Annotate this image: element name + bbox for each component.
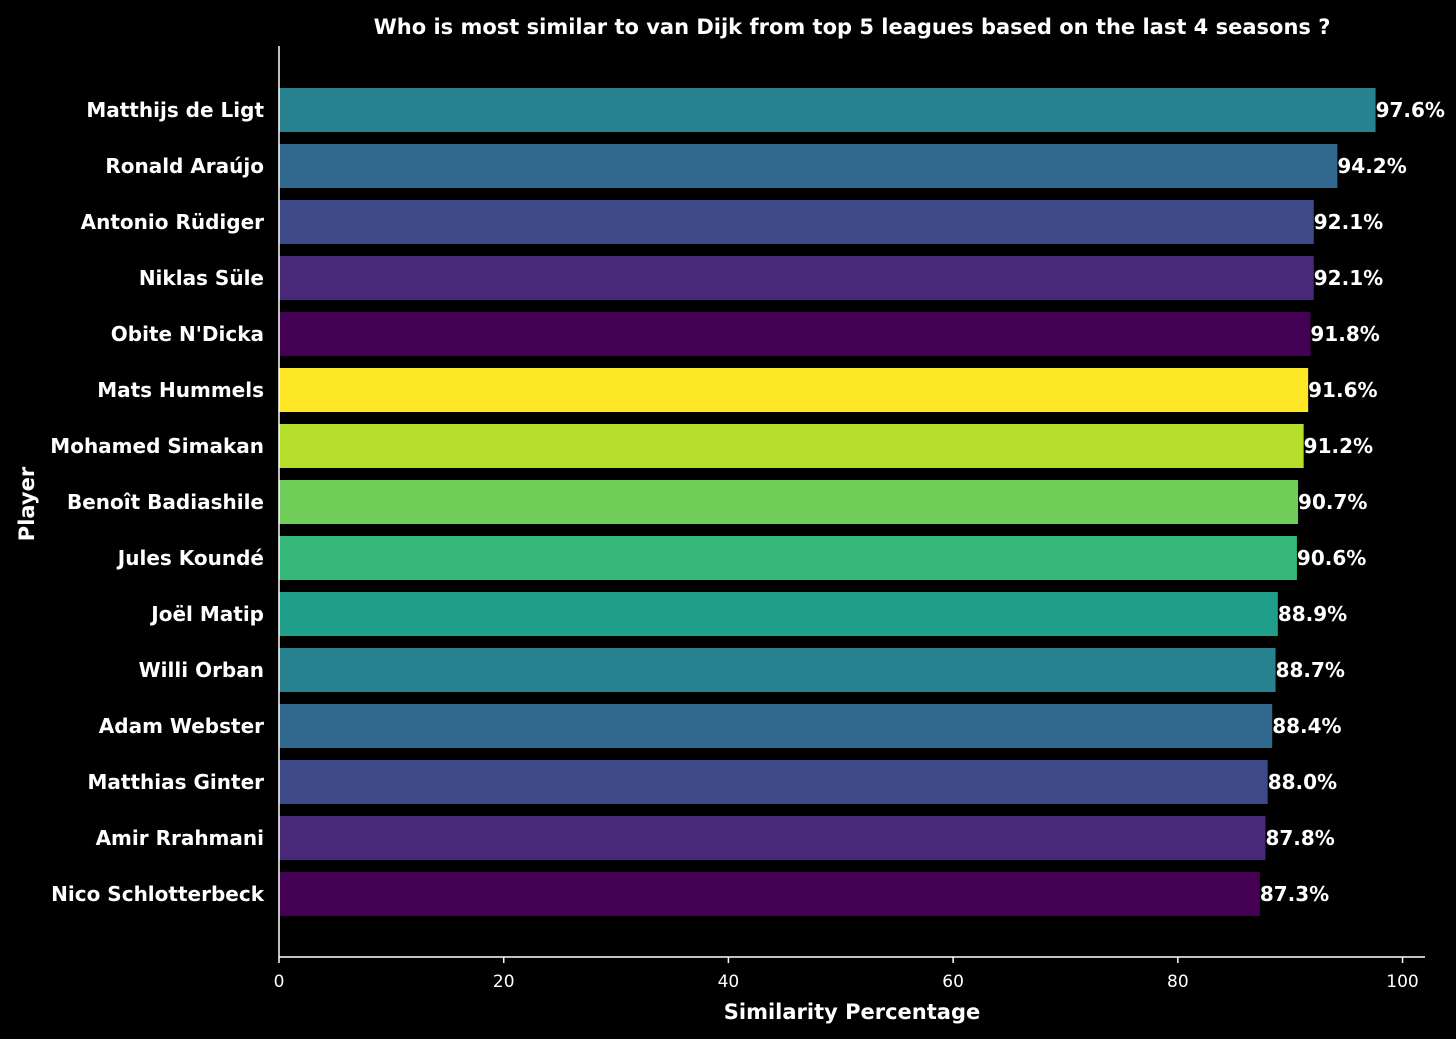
player-label: Matthias Ginter xyxy=(88,770,265,794)
player-label: Adam Webster xyxy=(99,714,264,738)
value-label: 92.1% xyxy=(1314,266,1383,290)
bar xyxy=(279,200,1314,244)
value-label: 88.7% xyxy=(1276,658,1345,682)
player-label: Matthijs de Ligt xyxy=(86,98,264,122)
bar xyxy=(279,368,1309,412)
bar xyxy=(279,872,1260,916)
player-label: Ronald Araújo xyxy=(105,154,264,178)
player-label: Joël Matip xyxy=(149,602,264,626)
value-label: 87.8% xyxy=(1265,826,1334,850)
value-label: 88.0% xyxy=(1268,770,1337,794)
x-tick-label: 20 xyxy=(493,972,515,992)
bars-group xyxy=(279,88,1376,916)
player-label: Willi Orban xyxy=(139,658,264,682)
bar xyxy=(279,760,1268,804)
value-label: 94.2% xyxy=(1337,154,1406,178)
value-label: 88.9% xyxy=(1278,602,1347,626)
player-label: Jules Koundé xyxy=(116,546,264,570)
player-label: Mats Hummels xyxy=(97,378,264,402)
x-ticks-group: 0 20 40 60 80 100 xyxy=(274,957,1419,992)
player-label: Obite N'Dicka xyxy=(111,322,264,346)
player-label: Nico Schlotterbeck xyxy=(51,882,265,906)
bar xyxy=(279,312,1311,356)
x-tick-label: 60 xyxy=(942,972,964,992)
bar xyxy=(279,256,1314,300)
bar xyxy=(279,704,1273,748)
x-axis-label: Similarity Percentage xyxy=(724,1000,980,1024)
x-tick-label: 40 xyxy=(718,972,740,992)
bar xyxy=(279,424,1304,468)
value-labels-group: 97.6% 94.2% 92.1% 92.1% 91.8% 91.6% 91.2% 90.7%… xyxy=(1260,98,1445,906)
value-label: 97.6% xyxy=(1376,98,1445,122)
value-label: 90.6% xyxy=(1297,546,1366,570)
x-tick-label: 0 xyxy=(274,972,285,992)
y-axis-label: Player xyxy=(15,466,39,541)
bar xyxy=(279,536,1297,580)
value-label: 88.4% xyxy=(1272,714,1341,738)
value-label: 92.1% xyxy=(1314,210,1383,234)
bar xyxy=(279,592,1278,636)
player-label: Niklas Süle xyxy=(139,266,264,290)
bar xyxy=(279,144,1338,188)
value-label: 87.3% xyxy=(1260,882,1329,906)
value-label: 91.8% xyxy=(1310,322,1379,346)
value-label: 90.7% xyxy=(1298,490,1367,514)
player-label: Benoît Badiashile xyxy=(67,490,264,514)
chart-title: Who is most similar to van Dijk from top… xyxy=(374,15,1331,39)
value-label: 91.6% xyxy=(1308,378,1377,402)
bar xyxy=(279,88,1376,132)
x-tick-label: 80 xyxy=(1167,972,1189,992)
bar xyxy=(279,816,1266,860)
x-tick-label: 100 xyxy=(1386,972,1418,992)
player-label: Antonio Rüdiger xyxy=(81,210,265,234)
player-labels-group: Matthijs de Ligt Ronald Araújo Antonio Rüd… xyxy=(50,98,264,906)
bar xyxy=(279,648,1276,692)
player-label: Amir Rrahmani xyxy=(96,826,264,850)
bar xyxy=(279,480,1299,524)
player-label: Mohamed Simakan xyxy=(50,434,264,458)
value-label: 91.2% xyxy=(1304,434,1373,458)
